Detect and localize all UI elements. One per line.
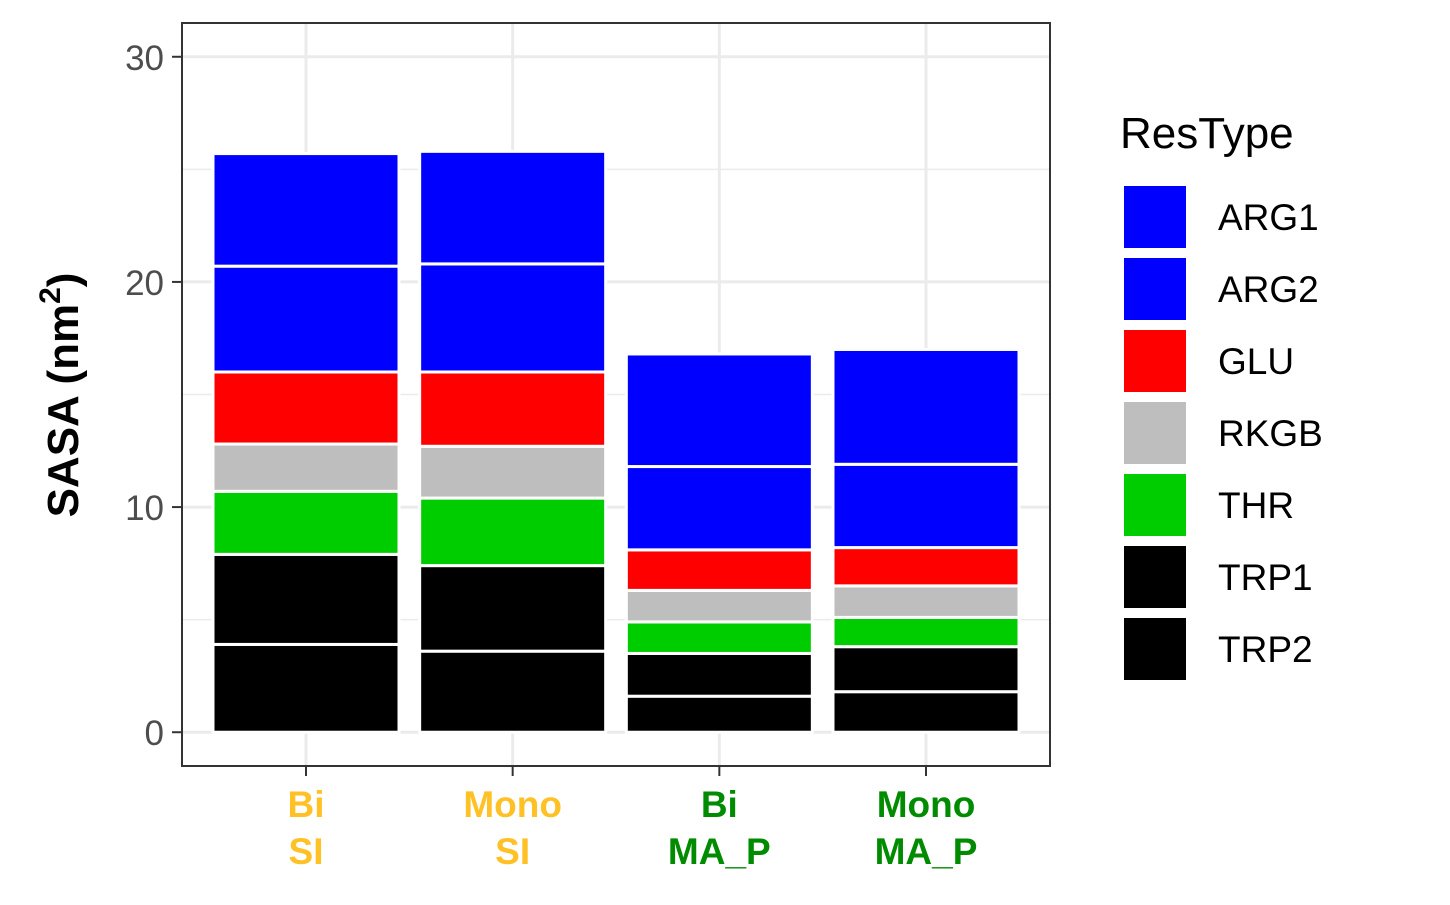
bar-segment-glu-4 — [831, 546, 1021, 588]
x-tick-label-line1: Mono — [463, 784, 562, 825]
bar-segment-trp2-4 — [831, 690, 1021, 734]
bar-segment-trp1-1 — [211, 552, 401, 646]
legend: ResType ARG1 ARG2 GLU RKGB THR TRP1 TRP2 — [1120, 109, 1323, 680]
x-tick-label-line2: MA_P — [875, 831, 978, 872]
y-axis-label: SASA (nm2) — [34, 273, 88, 518]
bar-segment-glu-1 — [211, 370, 401, 446]
bar-segments — [211, 149, 1021, 734]
x-axis: Bi SI Mono SI Bi MA_P Mono MA_P — [288, 766, 978, 872]
bar-segment-arg1-3 — [624, 352, 814, 469]
legend-title: ResType — [1120, 109, 1294, 158]
bar-segment-rkgb-1 — [211, 442, 401, 493]
y-axis-label-text: SASA (nm — [39, 304, 88, 518]
bar-segment-thr-3 — [624, 620, 814, 655]
bar-segment-rkgb-2 — [418, 444, 608, 500]
legend-label-trp1: TRP1 — [1218, 557, 1313, 598]
bar-segment-trp1-2 — [418, 564, 608, 653]
bar-segment-arg2-2 — [418, 262, 608, 374]
legend-label-thr: THR — [1218, 485, 1294, 526]
x-tick-label-line2: SI — [289, 831, 324, 872]
legend-label-glu: GLU — [1218, 341, 1294, 382]
legend-key-trp2 — [1124, 618, 1186, 680]
bar-segment-glu-2 — [418, 370, 608, 448]
x-tick-label: Bi SI — [288, 784, 325, 872]
bar-segment-arg1-2 — [418, 149, 608, 266]
legend-key-rkgb — [1124, 402, 1186, 464]
y-tick-label: 10 — [125, 489, 164, 528]
legend-label-trp2: TRP2 — [1218, 629, 1313, 670]
y-axis-label-superscript: 2 — [34, 287, 67, 304]
y-axis-label-suffix: ) — [39, 273, 88, 288]
bar-segment-trp2-2 — [418, 649, 608, 734]
y-tick-label: 0 — [145, 714, 164, 753]
x-tick-label-line1: Mono — [877, 784, 976, 825]
x-tick-label-line1: Bi — [701, 784, 738, 825]
bar-segment-trp2-3 — [624, 694, 814, 734]
x-tick-label: Bi MA_P — [668, 784, 771, 872]
legend-label-rkgb: RKGB — [1218, 413, 1323, 454]
plot-border — [181, 22, 1051, 767]
bar-segment-arg2-1 — [211, 264, 401, 374]
bar-segment-trp1-3 — [624, 651, 814, 698]
x-tick-label-line2: MA_P — [668, 831, 771, 872]
y-tick-label: 30 — [125, 39, 164, 78]
x-tick-label: Mono MA_P — [875, 784, 978, 872]
x-tick-label-line2: SI — [495, 831, 530, 872]
x-tick-label: Mono SI — [463, 784, 562, 872]
bar-segment-trp2-1 — [211, 642, 401, 734]
bar-segment-thr-4 — [831, 615, 1021, 649]
legend-label-arg2: ARG2 — [1218, 269, 1319, 310]
bar-segment-rkgb-3 — [624, 588, 814, 624]
bar-segment-thr-2 — [418, 496, 608, 568]
legend-key-glu — [1124, 330, 1186, 392]
legend-key-arg2 — [1124, 258, 1186, 320]
bar-segment-thr-1 — [211, 489, 401, 556]
legend-key-arg1 — [1124, 186, 1186, 248]
bar-segment-arg1-1 — [211, 152, 401, 268]
legend-key-trp1 — [1124, 546, 1186, 608]
y-axis: 0 10 20 30 — [125, 39, 182, 753]
bar-segment-arg2-3 — [624, 465, 814, 552]
bar-segment-trp1-4 — [831, 645, 1021, 694]
y-tick-label: 20 — [125, 264, 164, 303]
bar-segment-arg2-4 — [831, 462, 1021, 550]
legend-label-arg1: ARG1 — [1218, 197, 1319, 238]
legend-key-thr — [1124, 474, 1186, 536]
bar-segment-rkgb-4 — [831, 584, 1021, 619]
bar-segment-arg1-4 — [831, 347, 1021, 466]
x-tick-label-line1: Bi — [288, 784, 325, 825]
bar-segment-glu-3 — [624, 548, 814, 592]
